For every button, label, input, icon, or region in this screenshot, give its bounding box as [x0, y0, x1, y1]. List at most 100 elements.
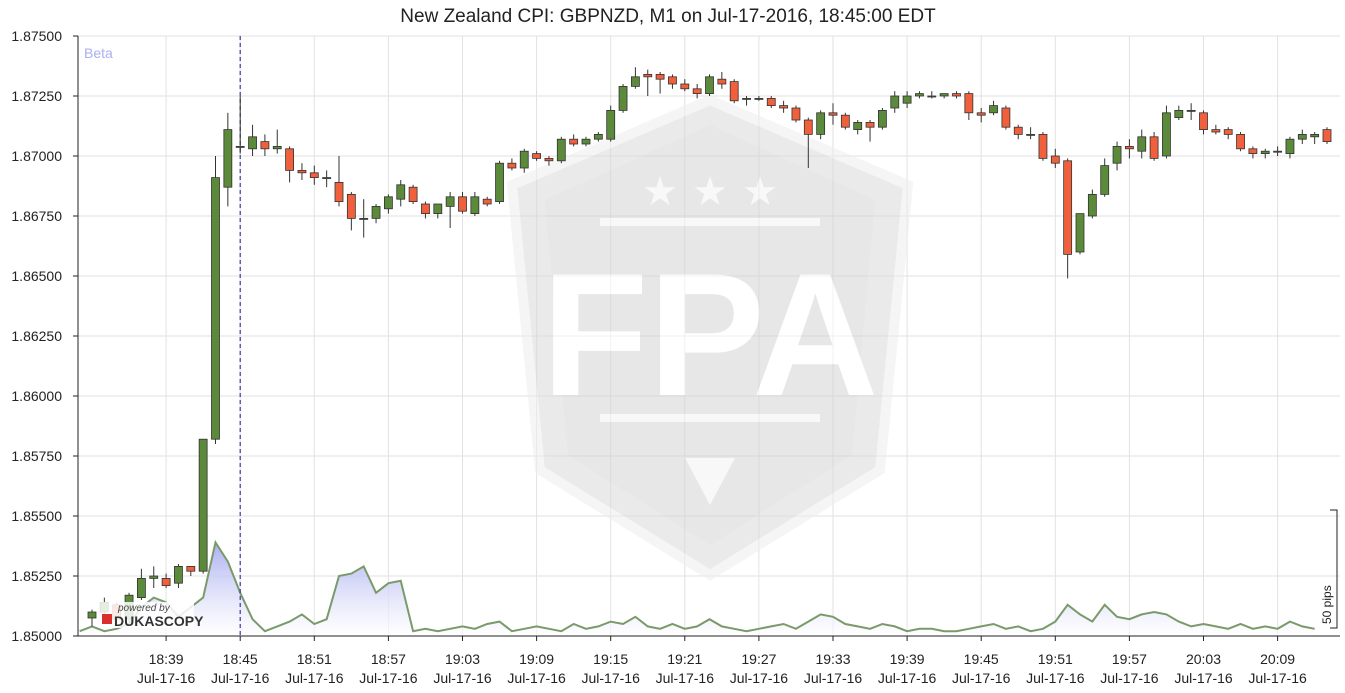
- y-tick-label: 1.87250: [11, 88, 62, 104]
- candle-body: [383, 196, 393, 210]
- candle-body: [396, 184, 406, 200]
- x-tick-date: Jul-17-16: [656, 670, 715, 686]
- y-tick-label: 1.86250: [11, 328, 62, 344]
- x-tick-time: 19:21: [667, 651, 702, 667]
- x-tick-date: Jul-17-16: [582, 670, 641, 686]
- candle-body: [507, 162, 517, 169]
- candle-body: [211, 177, 220, 440]
- candle-body: [334, 181, 344, 202]
- x-tick-date: Jul-17-16: [211, 670, 270, 686]
- candle-body: [1149, 136, 1159, 159]
- candle-body: [803, 119, 813, 135]
- candle-body: [1273, 150, 1282, 153]
- volume-line: [79, 539, 1315, 633]
- candle-body: [285, 148, 295, 171]
- y-axis-ticks: 1.87500 1.87250 1.87000 1.86750 1.86500 1.862…: [11, 28, 78, 644]
- candle-body: [754, 98, 764, 100]
- x-tick-date: Jul-17-16: [730, 670, 789, 686]
- candle-body: [655, 74, 665, 80]
- candle-body: [989, 105, 998, 114]
- x-tick-time: 18:45: [223, 651, 258, 667]
- candle-body: [260, 141, 270, 150]
- svg-text:★: ★: [742, 170, 778, 214]
- candle-body: [1087, 193, 1097, 217]
- x-tick-date: Jul-17-16: [878, 670, 937, 686]
- x-tick-date: Jul-17-16: [1248, 670, 1307, 686]
- candle-body: [791, 107, 801, 121]
- candle-body: [890, 95, 900, 109]
- chart-title: New Zealand CPI: GBPNZD, M1 on Jul-17-20…: [400, 6, 936, 27]
- candle-body: [1125, 145, 1134, 150]
- x-tick-date: Jul-17-16: [137, 670, 196, 686]
- candle-body: [223, 129, 233, 188]
- candle-body: [1038, 133, 1048, 159]
- x-tick-time: 19:45: [964, 651, 999, 667]
- candle-body: [606, 110, 616, 140]
- candle-body: [346, 193, 356, 219]
- candle-body: [235, 145, 245, 148]
- candle-body: [458, 196, 467, 212]
- x-tick-time: 19:09: [519, 651, 554, 667]
- x-tick-date: Jul-17-16: [1100, 670, 1159, 686]
- x-tick-time: 19:39: [890, 651, 925, 667]
- candle-body: [1260, 150, 1270, 154]
- dukascopy-icon: [102, 614, 112, 624]
- y-tick-label: 1.85750: [11, 448, 62, 464]
- candle-body: [840, 114, 850, 128]
- x-tick-time: 20:09: [1260, 651, 1295, 667]
- candle-body: [927, 95, 937, 98]
- candle-body: [1310, 133, 1320, 138]
- candle-body: [766, 98, 776, 107]
- candle-body: [742, 98, 751, 100]
- x-tick-date: Jul-17-16: [1026, 670, 1085, 686]
- y-tick-label: 1.87500: [11, 28, 62, 44]
- candle-body: [976, 112, 986, 116]
- candle-body: [1100, 165, 1110, 195]
- candle-body: [1285, 138, 1295, 154]
- y-tick-label: 1.86500: [11, 268, 62, 284]
- x-axis-ticks: 18:39 Jul-17-16 18:45 Jul-17-16 18:51 Jul-17-…: [137, 636, 1307, 686]
- candle-body: [359, 217, 369, 220]
- candle-body: [544, 157, 554, 162]
- x-tick-time: 18:57: [371, 651, 406, 667]
- candle-body: [1248, 148, 1258, 155]
- x-tick-time: 19:27: [741, 651, 776, 667]
- candle-body: [964, 93, 974, 114]
- y-tick-label: 1.85500: [11, 508, 62, 524]
- candle-body: [1001, 107, 1011, 128]
- candle-body: [532, 153, 541, 159]
- candle-body: [902, 95, 912, 104]
- x-tick-time: 19:51: [1038, 651, 1073, 667]
- candle-body: [322, 177, 332, 180]
- candle-body: [1186, 110, 1196, 112]
- x-tick-date: Jul-17-16: [804, 670, 863, 686]
- y-tick-label: 1.86000: [11, 388, 62, 404]
- candle-body: [445, 196, 455, 207]
- candle-body: [174, 566, 183, 584]
- candle-body: [421, 203, 430, 215]
- volume-area-fill: [79, 542, 1315, 636]
- x-tick-time: 19:33: [815, 651, 850, 667]
- candle-body: [1322, 129, 1332, 143]
- powered-by-text: powered by: [117, 603, 171, 614]
- candle-body: [1223, 129, 1233, 135]
- y-tick-label: 1.86750: [11, 208, 62, 224]
- x-tick-date: Jul-17-16: [285, 670, 344, 686]
- x-tick-date: Jul-17-16: [952, 670, 1011, 686]
- candle-body: [297, 169, 307, 174]
- candle-body: [1174, 110, 1184, 119]
- fpa-watermark-logo: ★ ★ ★ FPA: [506, 94, 914, 581]
- x-tick-time: 19:03: [445, 651, 480, 667]
- candle-body: [495, 162, 504, 202]
- candle-body: [408, 186, 418, 202]
- y-tick-label: 1.87000: [11, 148, 62, 164]
- candle-body: [198, 438, 208, 572]
- candle-body: [433, 203, 443, 215]
- candle-body: [705, 76, 714, 95]
- candle-body: [482, 198, 492, 205]
- candle-body: [1112, 145, 1122, 164]
- candle-body: [828, 112, 838, 116]
- candle-body: [1162, 112, 1171, 157]
- pips-scale-label: 50 pips: [1320, 585, 1334, 624]
